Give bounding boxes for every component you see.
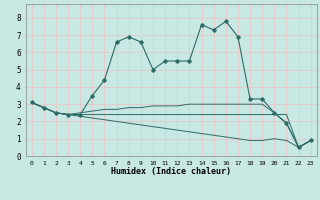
- X-axis label: Humidex (Indice chaleur): Humidex (Indice chaleur): [111, 167, 231, 176]
